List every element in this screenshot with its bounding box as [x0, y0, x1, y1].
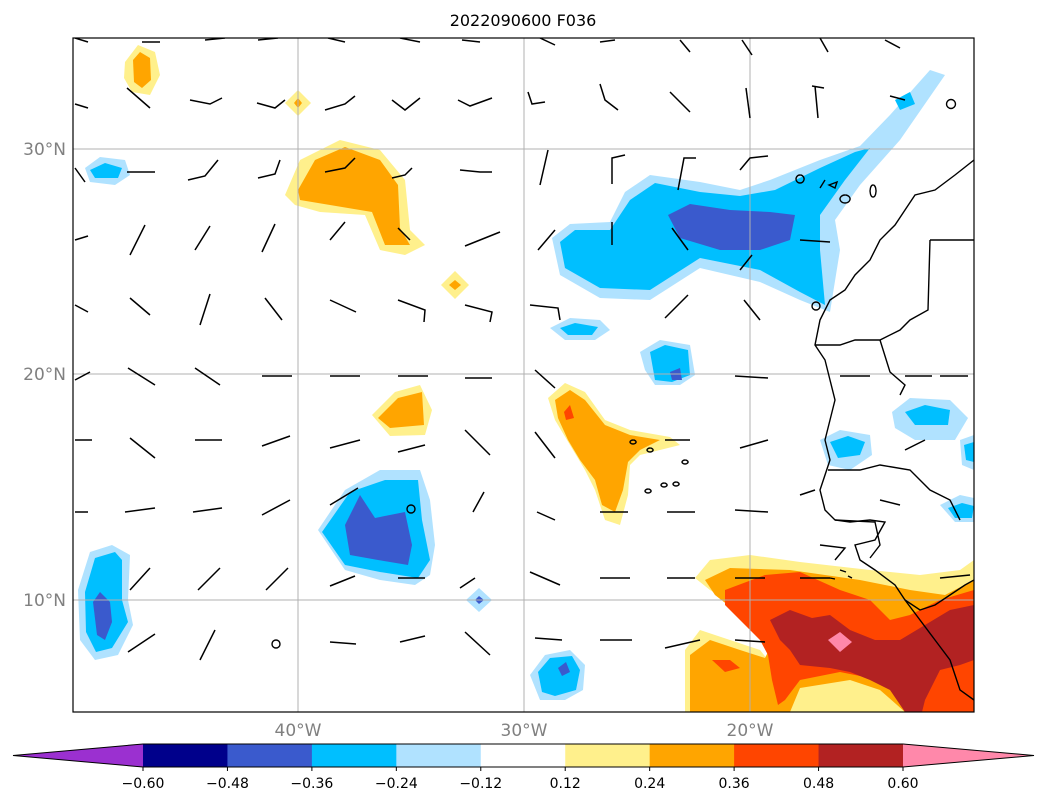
lon-label-20w: 20°W: [727, 721, 774, 741]
map-frame: [72, 37, 975, 713]
colorbar-tick-label: −0.24: [375, 776, 418, 792]
colorbar-tick-label: −0.60: [122, 776, 165, 792]
gridlines: [73, 38, 974, 712]
colorbar-tick-label: 0.24: [634, 776, 665, 792]
colorbar-segment: [649, 744, 735, 767]
lon-labels: 40°W 30°W 20°W: [275, 721, 774, 741]
colorbar-segment: [227, 744, 313, 767]
colorbar-segment: [396, 744, 482, 767]
lat-labels: 30°N 20°N 10°N: [23, 140, 66, 611]
colorbar-segment: [480, 744, 566, 767]
colorbar-tick-label: 0.12: [550, 776, 581, 792]
colorbar-extend-max: [903, 744, 1034, 767]
colorbar-segment: [818, 744, 904, 767]
map-title: 2022090600 F036: [450, 11, 597, 30]
colorbar-tick-label: −0.36: [290, 776, 333, 792]
colorbar-tick-label: −0.48: [206, 776, 249, 792]
colorbar: −0.60 −0.48 −0.36 −0.24 −0.12 0.12 0.24 0.36 0.4…: [12, 743, 1035, 792]
lon-label-30w: 30°W: [501, 721, 548, 741]
colorbar-segment: [565, 744, 651, 767]
lat-label-10: 10°N: [23, 591, 66, 611]
colorbar-tick-label: 0.60: [887, 776, 918, 792]
lon-label-40w: 40°W: [275, 721, 322, 741]
colorbar-tick-label: 0.48: [803, 776, 834, 792]
lat-label-20: 20°N: [23, 365, 66, 385]
colorbar-segment: [143, 744, 228, 767]
colorbar-extend-min: [13, 744, 143, 767]
colorbar-segment: [311, 744, 397, 767]
contour-fills: [78, 45, 974, 712]
coastlines: [271, 98, 974, 701]
colorbar-tick-label: −0.12: [459, 776, 502, 792]
contour-dark-blue: [668, 204, 795, 250]
colorbar-tick-label: 0.36: [719, 776, 750, 792]
map-plot-area: [73, 38, 974, 712]
colorbar-segment: [734, 744, 820, 767]
wind-barbs: [74, 38, 971, 661]
contour-orange: [298, 147, 410, 245]
lat-label-30: 30°N: [23, 140, 66, 160]
